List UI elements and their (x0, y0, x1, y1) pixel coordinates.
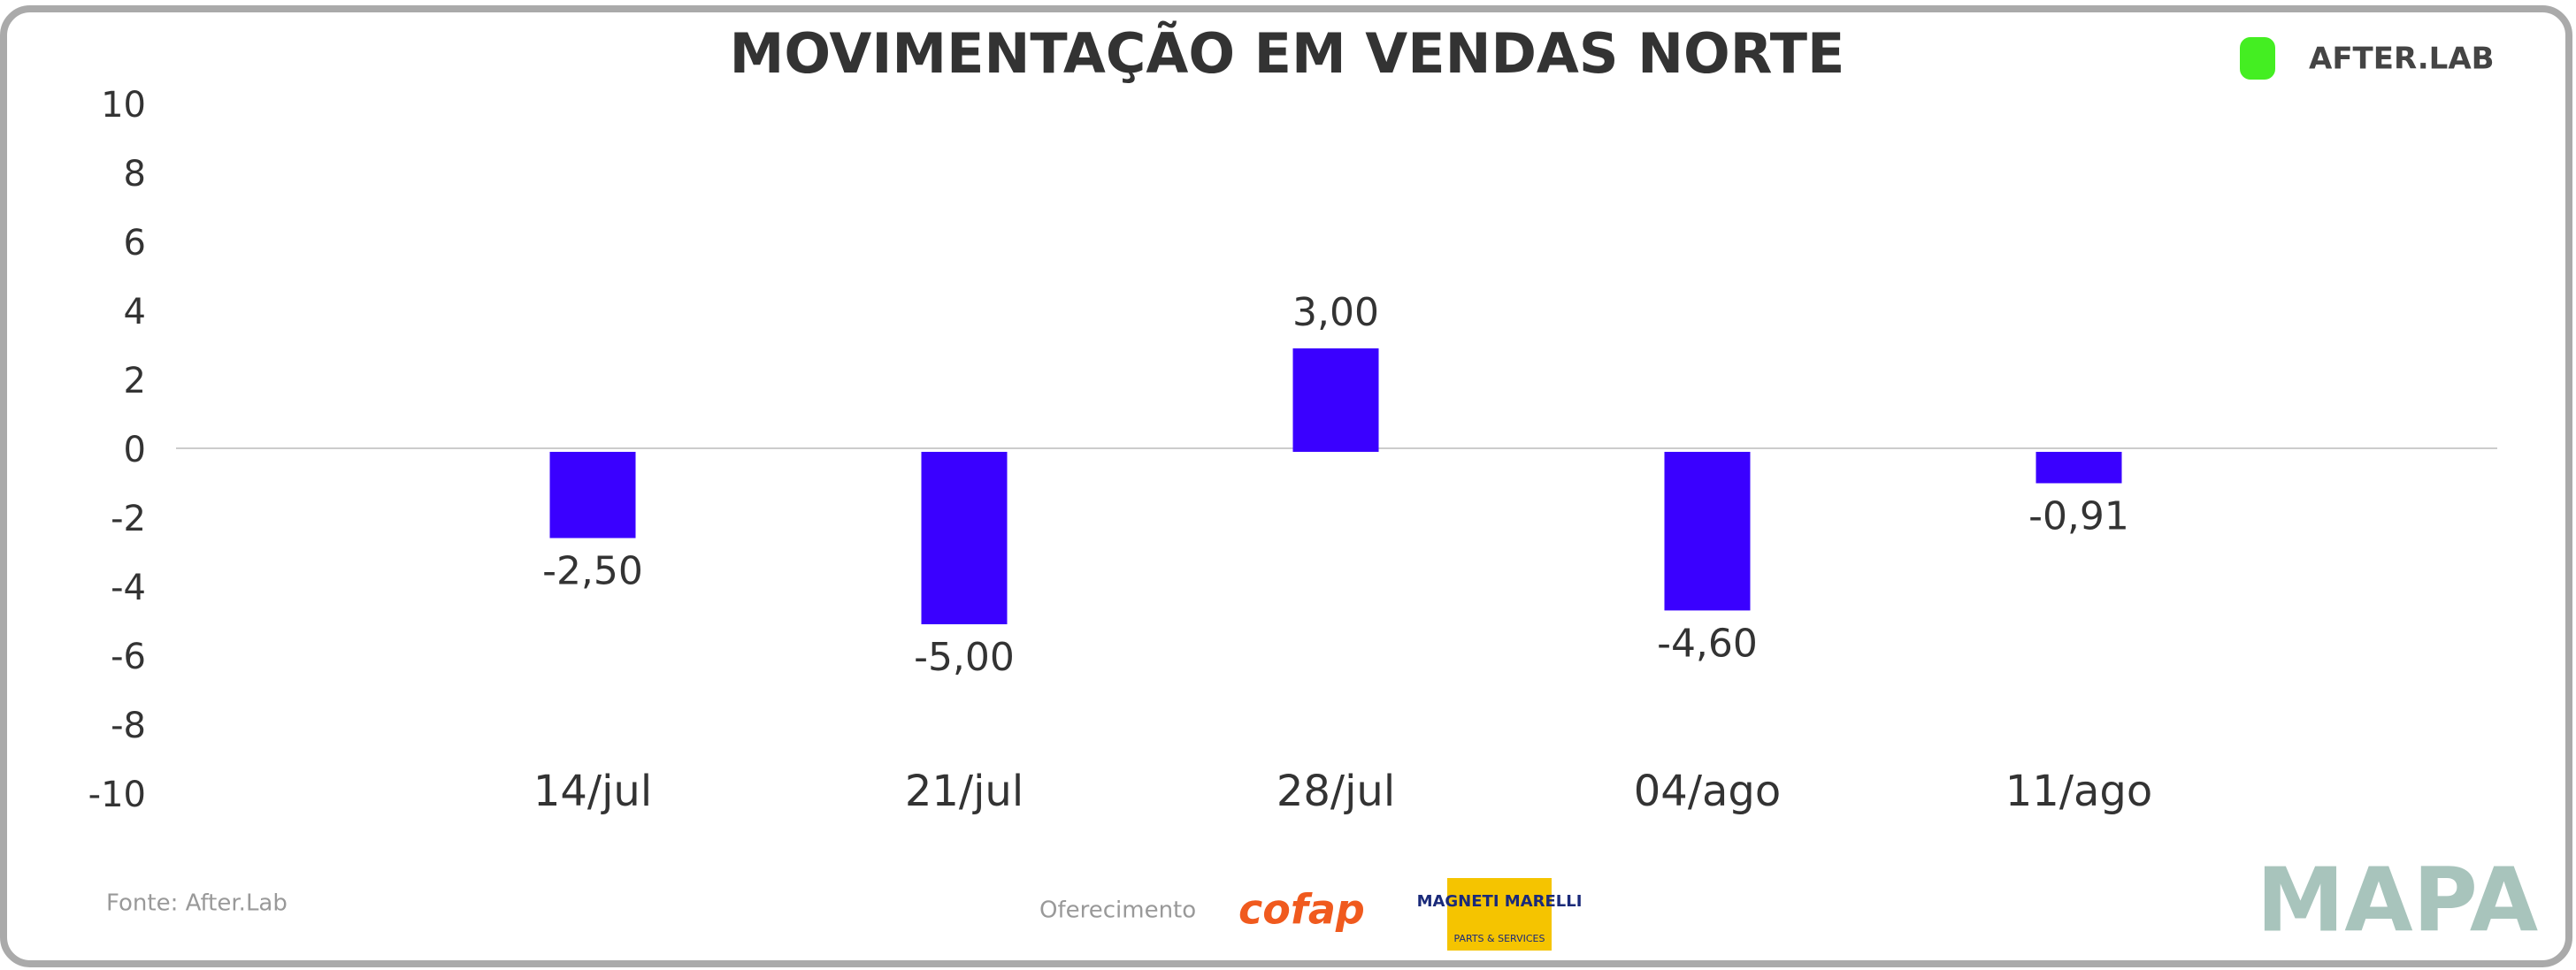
sponsor: Oferecimento (1039, 897, 1196, 924)
y-tick-label: 2 (124, 361, 146, 401)
y-tick-label: -2 (111, 499, 146, 539)
bar (549, 452, 636, 538)
afterlab-logo: AFTER.LAB (2309, 42, 2495, 77)
x-tick-label: 14/jul (533, 767, 652, 816)
x-tick-label: 21/jul (905, 767, 1024, 816)
data-label: -2,50 (542, 549, 643, 594)
afterlab-icon (2240, 37, 2275, 80)
source: Fonte: After.Lab (106, 890, 288, 917)
bar (1292, 348, 1379, 452)
y-tick-label: 8 (124, 154, 146, 195)
x-tick-label: 11/ago (2005, 767, 2153, 816)
mapa-logo: MAPA (2257, 848, 2538, 951)
x-tick-label: 04/ago (1634, 767, 1782, 816)
magneti-box (1447, 878, 1552, 951)
magneti-logo: MAGNETI MARELLI (1417, 892, 1583, 911)
y-tick-label: 6 (124, 223, 146, 264)
y-tick-label: 10 (101, 85, 146, 126)
chart-title: MOVIMENTAÇÃO EM VENDAS NORTE (730, 21, 1845, 86)
bar (2036, 452, 2122, 484)
bar (921, 452, 1008, 624)
y-tick-label: -8 (111, 706, 146, 746)
y-tick-label: -4 (111, 568, 146, 608)
data-label: 3,00 (1292, 290, 1379, 335)
y-tick-label: -10 (88, 775, 146, 815)
data-label: -4,60 (1657, 621, 1758, 666)
magneti-sub: PARTS & SERVICES (1454, 933, 1545, 944)
cofap-logo: cofap (1238, 886, 1365, 934)
frame (0, 5, 2572, 967)
data-label: -5,00 (914, 635, 1015, 680)
y-tick-label: 4 (124, 292, 146, 332)
x-tick-label: 28/jul (1276, 767, 1395, 816)
bar (1664, 452, 1751, 611)
y-tick-label: -6 (111, 637, 146, 677)
y-tick-label: 0 (124, 430, 146, 470)
data-label: -0,91 (2028, 493, 2129, 538)
